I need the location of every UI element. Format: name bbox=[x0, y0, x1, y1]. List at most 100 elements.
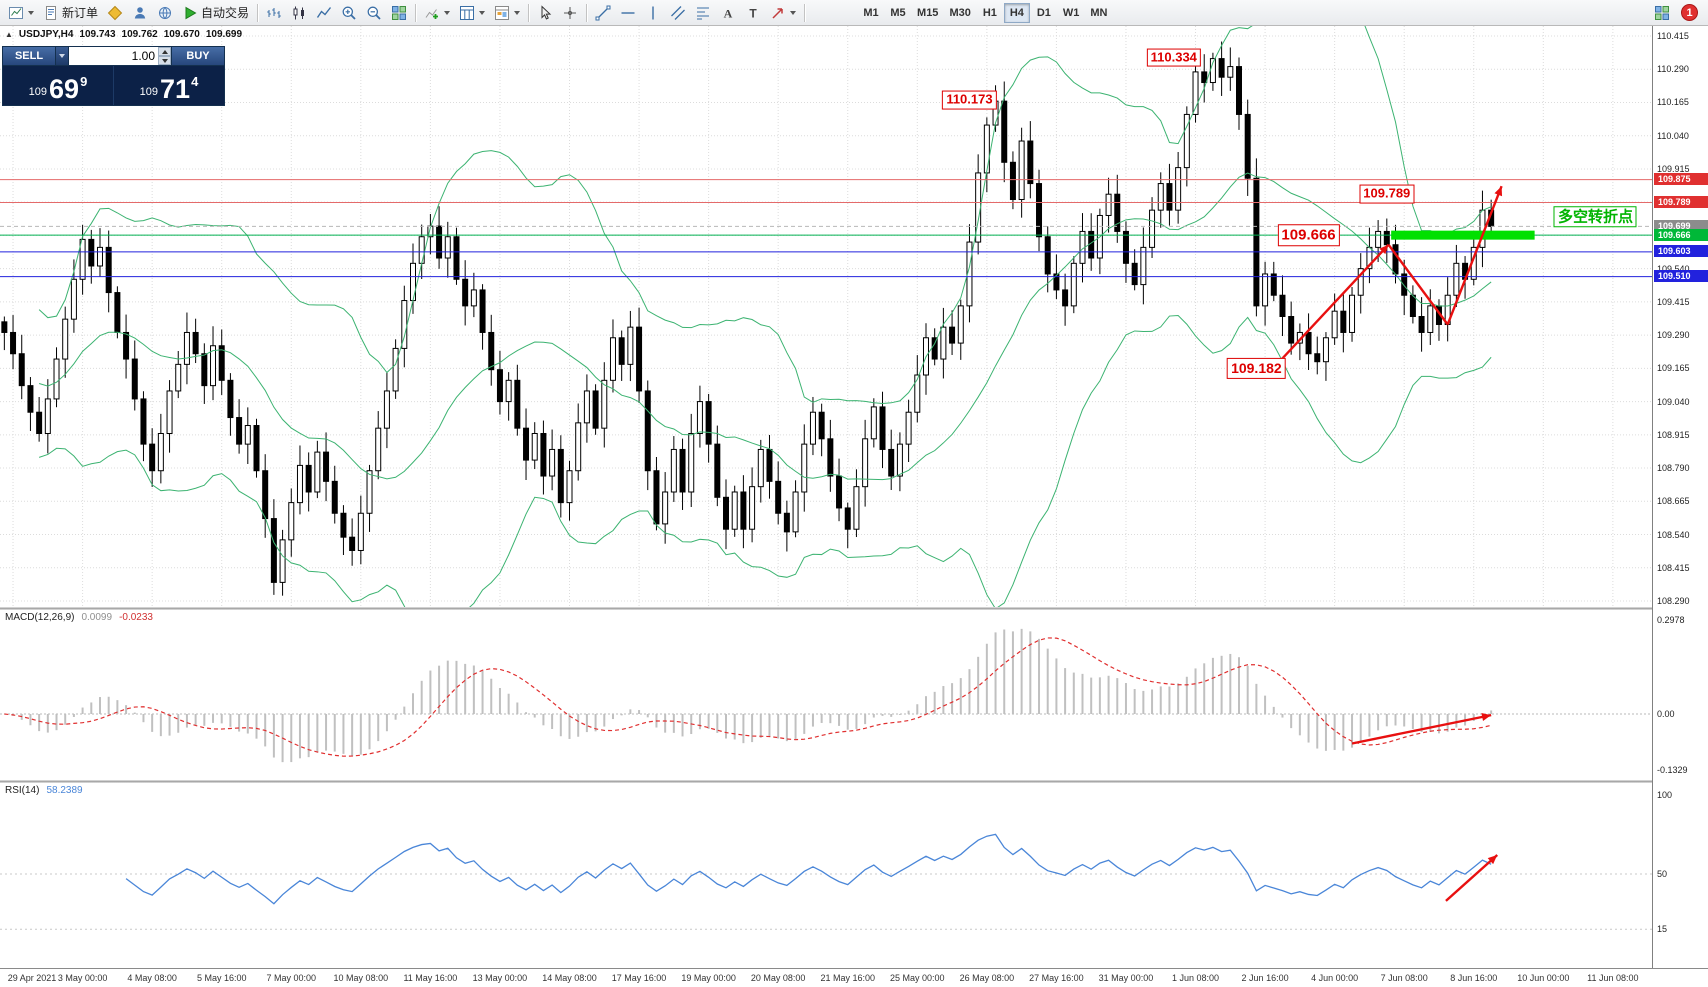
quote-open: 109.743 bbox=[79, 29, 116, 40]
order-type-dropdown[interactable] bbox=[56, 46, 69, 66]
sell-price-prefix: 109 bbox=[28, 86, 48, 98]
time-label: 11 May 16:00 bbox=[403, 973, 458, 983]
arrows-tool-button[interactable] bbox=[766, 2, 800, 24]
price-tick: 108.665 bbox=[1657, 496, 1690, 507]
text-label-tool-button[interactable]: T bbox=[741, 2, 765, 24]
time-label: 8 Jun 16:00 bbox=[1450, 973, 1498, 983]
user-icon bbox=[134, 6, 146, 18]
volume-input[interactable] bbox=[69, 47, 158, 65]
time-label: 21 May 16:00 bbox=[820, 973, 875, 983]
quote-line: ▲ USDJPY,H4 109.743 109.762 109.670 109.… bbox=[5, 29, 242, 40]
crosshair-icon bbox=[564, 6, 577, 19]
time-label: 10 May 08:00 bbox=[333, 973, 389, 983]
volume-increase-button[interactable] bbox=[158, 47, 171, 56]
indicator-axis-value: 100 bbox=[1657, 790, 1673, 800]
timeframe-mn-button[interactable]: MN bbox=[1090, 6, 1108, 19]
mql5-services-icon-button[interactable] bbox=[1650, 2, 1674, 24]
timeframe-h1-button[interactable]: H1 bbox=[982, 6, 997, 19]
one-click-toggle[interactable]: ▲ bbox=[5, 30, 13, 39]
main-chart-canvas[interactable] bbox=[0, 26, 1652, 607]
diamond-icon bbox=[107, 5, 123, 20]
pane-divider[interactable] bbox=[0, 607, 1708, 610]
chevron-down-icon bbox=[28, 10, 34, 15]
timeframe-d1-button[interactable]: D1 bbox=[1036, 6, 1051, 19]
favorites-icon-button[interactable] bbox=[103, 2, 127, 24]
cursor-tool-button[interactable] bbox=[533, 2, 557, 24]
time-label: 13 May 00:00 bbox=[472, 973, 528, 983]
candlestick-chart-type-button[interactable] bbox=[287, 2, 311, 24]
timeframe-m1-button[interactable]: M1 bbox=[863, 6, 879, 19]
crosshair-tool-button[interactable] bbox=[558, 2, 582, 24]
buy-price[interactable]: 109 71 4 bbox=[114, 66, 224, 105]
symbol-period-label: USDJPY,H4 bbox=[18, 29, 74, 40]
notifications-badge[interactable]: 1 bbox=[1681, 4, 1698, 21]
timeframe-h4-button[interactable]: H4 bbox=[1003, 2, 1030, 23]
bar-chart-type-button[interactable] bbox=[262, 2, 286, 24]
textA-icon: A bbox=[724, 6, 733, 20]
cursor-icon bbox=[541, 4, 552, 20]
indicator-axis-value: 0.2978 bbox=[1657, 615, 1685, 625]
play-icon bbox=[185, 6, 197, 19]
toolbar-left-group: 新订单 自动交易 A T bbox=[4, 2, 808, 24]
periods-icon bbox=[460, 5, 475, 20]
timeframe-w1-button[interactable]: W1 bbox=[1062, 6, 1080, 19]
zoom-in-button[interactable] bbox=[337, 2, 361, 24]
time-axis: 29 Apr 2021 3 May 00:00 4 May 08:00 5 May 1… bbox=[0, 968, 1708, 987]
new-order-button[interactable]: 新订单 bbox=[39, 2, 102, 24]
tile-windows-button[interactable] bbox=[387, 2, 411, 24]
pane-divider[interactable] bbox=[0, 780, 1708, 783]
community-icon-button[interactable] bbox=[128, 2, 152, 24]
line-chart-type-button[interactable] bbox=[312, 2, 336, 24]
volume-decrease-button[interactable] bbox=[158, 56, 171, 65]
sell-button[interactable]: SELL bbox=[2, 46, 56, 66]
fibonacci-tool-button[interactable] bbox=[691, 2, 715, 24]
chart-window-icon-button[interactable] bbox=[4, 2, 38, 24]
bars-icon bbox=[267, 7, 281, 18]
toolbar-separator bbox=[415, 3, 417, 22]
text-tool-button[interactable]: A bbox=[716, 2, 740, 24]
time-label: 14 May 08:00 bbox=[542, 973, 597, 983]
buy-price-big: 71 bbox=[160, 74, 191, 105]
price-tick: 110.290 bbox=[1657, 64, 1689, 75]
horizontal-line-tool-button[interactable] bbox=[616, 2, 640, 24]
price-tick: 109.165 bbox=[1657, 363, 1690, 374]
arrowtool-icon bbox=[772, 7, 783, 19]
timeframe-m5-button[interactable]: M5 bbox=[890, 6, 906, 19]
indicator-axis-value: 50 bbox=[1657, 869, 1668, 879]
buy-button[interactable]: BUY bbox=[171, 46, 225, 66]
zoom-out-button[interactable] bbox=[362, 2, 386, 24]
indicator-axis-value: -0.1329 bbox=[1657, 765, 1688, 775]
timeframe-group: M1 M5 M15 M30 H1 H4 D1 W1 MN bbox=[858, 2, 1112, 23]
time-label: 7 May 00:00 bbox=[266, 973, 317, 983]
time-label: 4 May 08:00 bbox=[127, 973, 177, 983]
sell-price[interactable]: 109 69 9 bbox=[3, 66, 114, 105]
price-tag: 109.875 bbox=[1654, 173, 1708, 186]
chart-window: 110.334 110.173 109.789 109.666 109.182 多空转折点… bbox=[0, 26, 1708, 987]
toolbar-right-group: 1 bbox=[1650, 2, 1704, 24]
trendline-tool-button[interactable] bbox=[591, 2, 615, 24]
market-watch-icon-button[interactable] bbox=[153, 2, 177, 24]
rsi-canvas[interactable] bbox=[0, 783, 1652, 968]
timeframe-m15-button[interactable]: M15 bbox=[917, 6, 939, 19]
time-label: 25 May 00:00 bbox=[890, 973, 945, 983]
toolbar-separator bbox=[586, 3, 588, 22]
equidistant-channel-tool-button[interactable] bbox=[666, 2, 690, 24]
autotrading-button[interactable]: 自动交易 bbox=[178, 2, 253, 24]
textT-icon: T bbox=[749, 6, 757, 20]
svg-text:A: A bbox=[724, 6, 733, 20]
indicators-button[interactable] bbox=[420, 2, 454, 24]
price-tick: 109.290 bbox=[1657, 330, 1690, 341]
vertical-line-tool-button[interactable] bbox=[641, 2, 665, 24]
template-icon bbox=[495, 5, 510, 20]
macd-canvas[interactable] bbox=[0, 610, 1652, 780]
timeframe-m30-button[interactable]: M30 bbox=[949, 6, 971, 19]
templates-button[interactable] bbox=[490, 2, 524, 24]
new-order-button-label: 新订单 bbox=[62, 6, 99, 20]
periods-button[interactable] bbox=[455, 2, 489, 24]
channel-icon bbox=[671, 5, 685, 20]
price-tick: 109.040 bbox=[1657, 396, 1690, 407]
linechart-icon bbox=[316, 6, 332, 18]
sell-price-big: 69 bbox=[49, 74, 80, 105]
